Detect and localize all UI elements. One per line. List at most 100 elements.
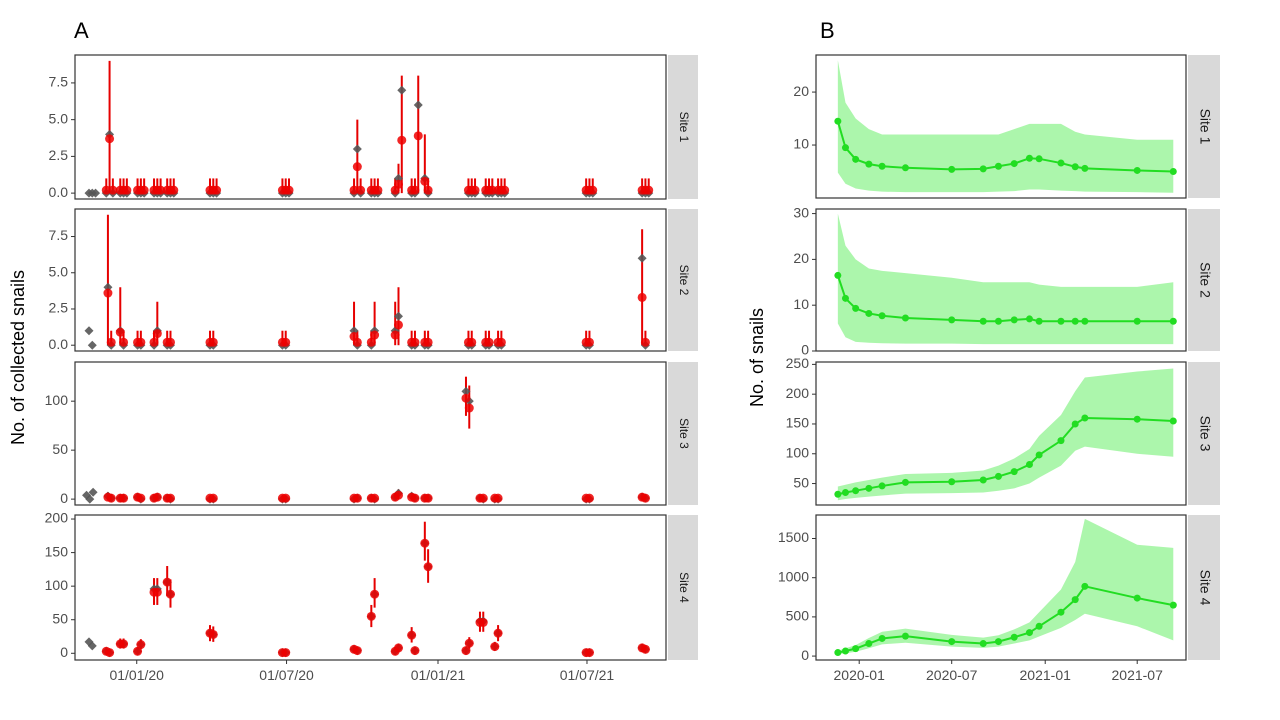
- predicted-point: [133, 646, 143, 656]
- predicted-point: [105, 648, 115, 658]
- series-point: [1035, 317, 1043, 325]
- predicted-point: [356, 185, 366, 195]
- predicted-point: [393, 179, 403, 189]
- facet-border: [74, 208, 667, 352]
- facet-border: [815, 54, 1187, 199]
- facet-strip-label: Site 2: [1197, 262, 1213, 298]
- y-tick-label: 20: [793, 83, 809, 99]
- series-point: [878, 312, 886, 320]
- y-tick-label: 250: [786, 355, 810, 371]
- y-tick-label: 200: [45, 510, 69, 526]
- y-tick-label: 1500: [778, 529, 809, 545]
- confidence-ribbon: [837, 60, 1174, 193]
- facet-strip: [1188, 362, 1220, 505]
- y-tick-label: 0: [801, 342, 809, 358]
- predicted-point: [136, 640, 146, 650]
- y-tick-label: 100: [45, 577, 69, 593]
- x-tick-label: 2020-01: [834, 667, 886, 683]
- predicted-point: [208, 493, 218, 503]
- predicted-point: [644, 185, 654, 195]
- series-point: [852, 487, 860, 495]
- predicted-point: [423, 562, 433, 572]
- series-point: [979, 317, 987, 325]
- predicted-point: [136, 337, 146, 347]
- predicted-point: [588, 185, 598, 195]
- series-point: [1057, 317, 1065, 325]
- series-point: [979, 640, 987, 648]
- predicted-point: [281, 337, 291, 347]
- facet-b-2: Site 2 0 10 20 30: [793, 204, 1220, 358]
- predicted-point: [461, 646, 471, 656]
- series-point: [948, 165, 956, 173]
- predicted-point: [162, 577, 172, 587]
- facet-a-2: Site 2 0.0 2.5 5.0 7.5: [49, 208, 698, 352]
- facet-strip-label: Site 3: [677, 418, 691, 449]
- series-point: [948, 638, 956, 646]
- predicted-point: [352, 493, 362, 503]
- predicted-point: [640, 644, 650, 654]
- y-tick-label: 10: [793, 136, 809, 152]
- observed-point: [88, 487, 98, 497]
- y-tick-label: 0: [60, 490, 68, 506]
- predicted-point: [101, 185, 111, 195]
- predicted-point: [152, 587, 162, 597]
- chart-b: Site 1 10 20 Site 2 0 10 20 30 Site 3 50 100 150 200…: [747, 54, 1220, 683]
- series-point: [1071, 596, 1079, 604]
- series-point: [1133, 166, 1141, 174]
- predicted-point: [119, 493, 129, 503]
- predicted-point: [420, 538, 430, 548]
- facet-a-1: Site 1 0.0 2.5 5.0 7.5: [49, 54, 698, 200]
- predicted-point: [500, 185, 510, 195]
- facet-border: [815, 514, 1187, 661]
- predicted-point: [423, 185, 433, 195]
- predicted-point: [122, 185, 132, 195]
- facet-a-3: Site 3 0 50 100: [45, 361, 698, 506]
- predicted-point: [156, 185, 166, 195]
- series-point: [865, 640, 873, 648]
- y-tick-label: 20: [793, 250, 809, 266]
- predicted-point: [370, 493, 380, 503]
- series-point: [852, 645, 860, 653]
- series-point: [1133, 317, 1141, 325]
- predicted-point: [105, 134, 115, 144]
- series-point: [852, 155, 860, 163]
- series-point: [1169, 417, 1177, 425]
- series-point: [865, 309, 873, 317]
- observed-point: [87, 641, 97, 651]
- predicted-point: [393, 320, 403, 330]
- y-tick-label: 50: [52, 441, 68, 457]
- predicted-point: [493, 628, 503, 638]
- observed-point: [87, 340, 97, 350]
- facet-strip: [668, 209, 698, 351]
- series-point: [1133, 594, 1141, 602]
- y-tick-label: 0: [801, 647, 809, 663]
- predicted-point: [640, 337, 650, 347]
- facet-background: [75, 362, 666, 505]
- predicted-point: [413, 131, 423, 141]
- observed-point: [84, 326, 94, 336]
- x-tick-label: 01/01/21: [411, 667, 466, 683]
- y-tick-label: 0.0: [49, 336, 69, 352]
- predicted-point: [410, 493, 420, 503]
- y-tick-label: 10: [793, 296, 809, 312]
- predicted-point: [637, 292, 647, 302]
- series-point: [994, 317, 1002, 325]
- series-point: [878, 634, 886, 642]
- observed-point: [352, 144, 362, 154]
- y-tick-label: 30: [793, 204, 809, 220]
- facet-strip: [1188, 55, 1220, 198]
- series-point: [1081, 317, 1089, 325]
- y-axis-title: No. of snails: [747, 308, 767, 407]
- predicted-point: [461, 393, 471, 403]
- facet-b-4: Site 4 0 500 1000 1500: [778, 514, 1220, 663]
- y-tick-label: 2.5: [49, 300, 69, 316]
- predicted-point: [407, 630, 417, 640]
- predicted-point: [478, 617, 488, 627]
- predicted-point: [108, 185, 118, 195]
- predicted-point: [423, 493, 433, 503]
- y-tick-label: 0: [60, 644, 68, 660]
- series-point: [834, 490, 842, 498]
- series-point: [901, 478, 909, 486]
- series-point: [901, 632, 909, 640]
